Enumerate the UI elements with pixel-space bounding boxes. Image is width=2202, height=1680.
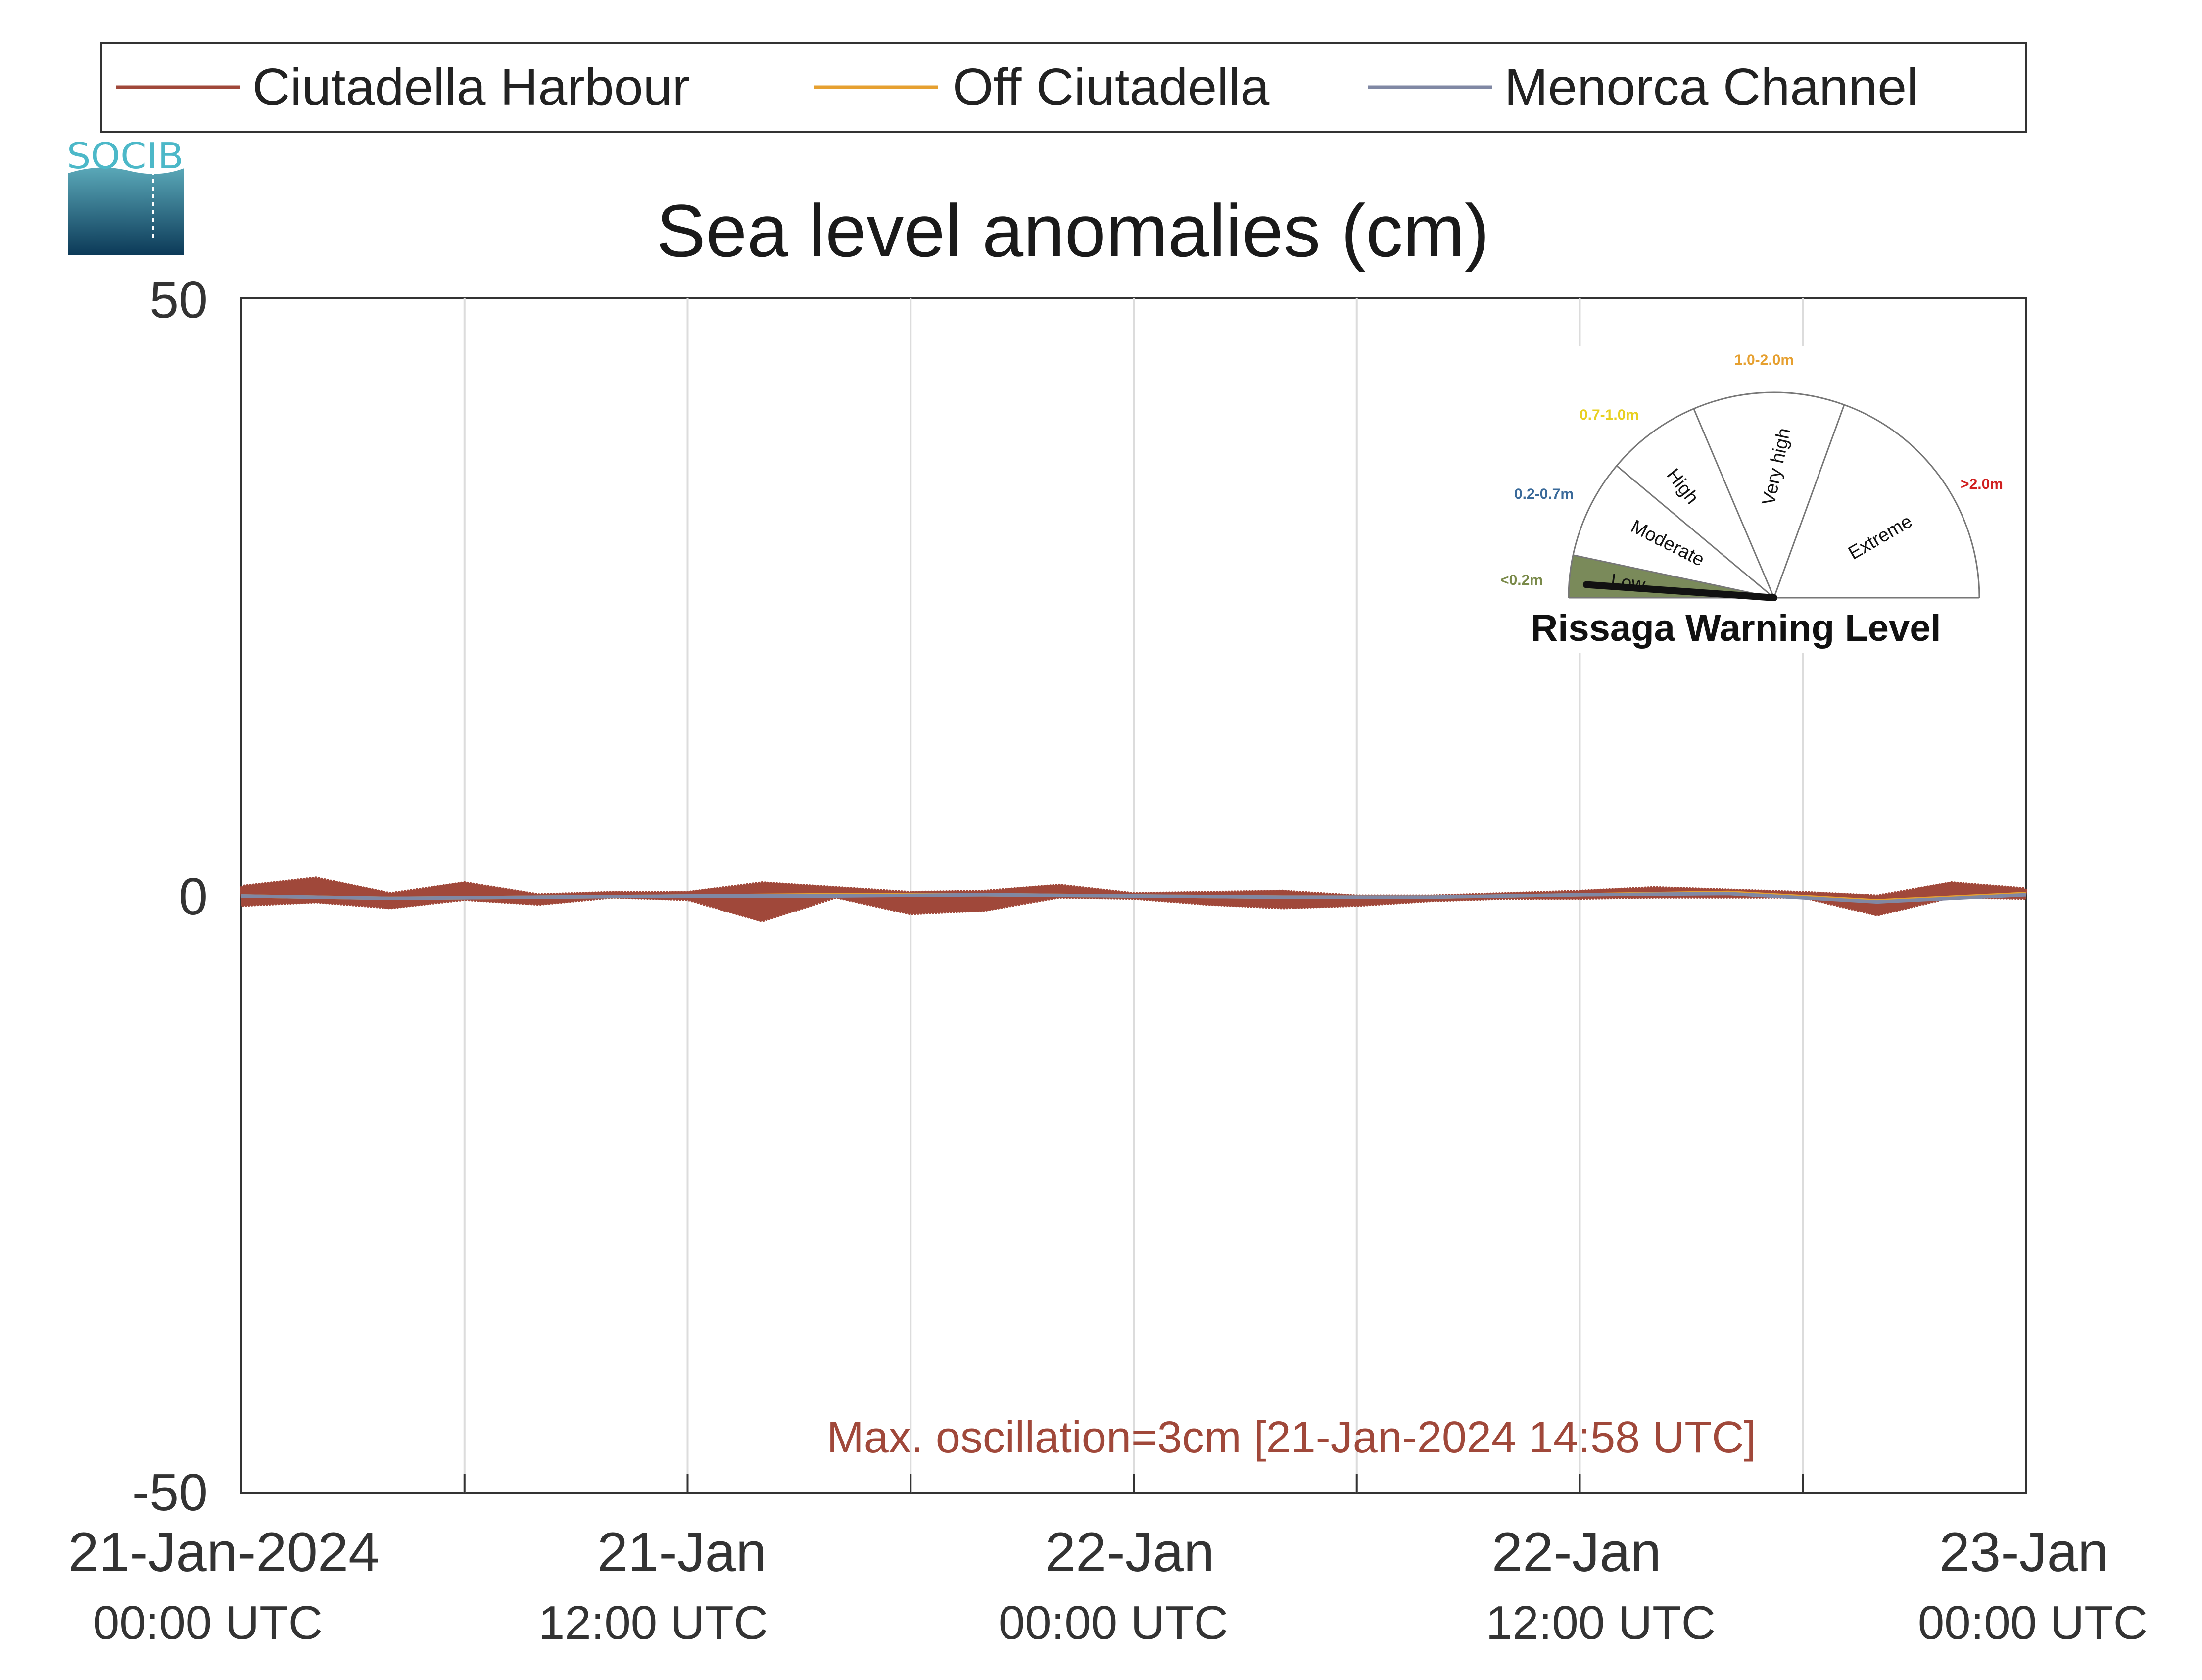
y-tick-label-neg50: -50 [132,1463,208,1522]
x-tick-date-3: 22-Jan [1492,1521,1661,1583]
rissaga-warning-gauge: <0.2m 0.2-0.7m 0.7-1.0m 1.0-2.0m >2.0m L… [1487,346,2011,653]
legend: Ciutadella Harbour Off Ciutadella Menorc… [100,42,2027,133]
series-line-ciutadella-harbour [240,876,2027,922]
series-layer [240,876,2027,922]
gauge-range-low: <0.2m [1500,572,1543,588]
gauge-range-high: 0.7-1.0m [1580,407,1639,423]
y-tick-label-0: 0 [179,867,208,926]
gauge-range-moderate: 0.2-0.7m [1514,486,1574,502]
x-tick-labels: 21-Jan-2024 00:00 UTC 21-Jan 12:00 UTC 2… [68,1521,2148,1649]
legend-label-1: Off Ciutadella [953,58,1269,116]
x-tick-time-1: 12:00 UTC [538,1596,768,1649]
gauge-divider-1 [1616,465,1774,599]
plot-area [240,297,2027,1494]
x-tick-time-2: 00:00 UTC [999,1596,1228,1649]
x-tick-date-2: 22-Jan [1045,1521,1214,1583]
socib-logo: SOCIB [67,135,184,255]
gauge-arc [1568,391,1980,598]
y-tick-label-50: 50 [149,271,208,329]
x-tick-time-3: 12:00 UTC [1486,1596,1716,1649]
gauge-range-extreme: >2.0m [1961,476,2003,492]
gauge-dividers [1573,404,1845,599]
gauge-divider-3 [1773,404,1845,598]
legend-box [100,42,2027,133]
x-tick-date-1: 21-Jan [597,1521,766,1583]
gauge-range-very-high: 1.0-2.0m [1734,352,1794,368]
x-tick-marks [240,1474,2027,1493]
gauge-needle [1582,581,1777,601]
series-line-menorca-channel [241,892,2026,904]
legend-label-0: Ciutadella Harbour [252,58,690,116]
max-oscillation-annotation: Max. oscillation=3cm [21-Jan-2024 14:58 … [827,1413,1756,1462]
x-tick-date-0: 21-Jan-2024 [68,1521,380,1583]
x-tick-time-4: 00:00 UTC [1918,1596,2148,1649]
gauge-background [1487,346,2011,653]
gauge-divider-2 [1693,408,1775,598]
gauge-divider-0 [1573,554,1774,599]
x-tick-date-4: 23-Jan [1939,1521,2108,1583]
socib-logo-text: SOCIB [67,135,184,177]
chart-title: Sea level anomalies (cm) [656,189,1489,272]
gauge-title: Rissaga Warning Level [1531,607,1941,649]
legend-label-2: Menorca Channel [1504,58,1918,116]
x-tick-time-0: 00:00 UTC [93,1596,323,1649]
